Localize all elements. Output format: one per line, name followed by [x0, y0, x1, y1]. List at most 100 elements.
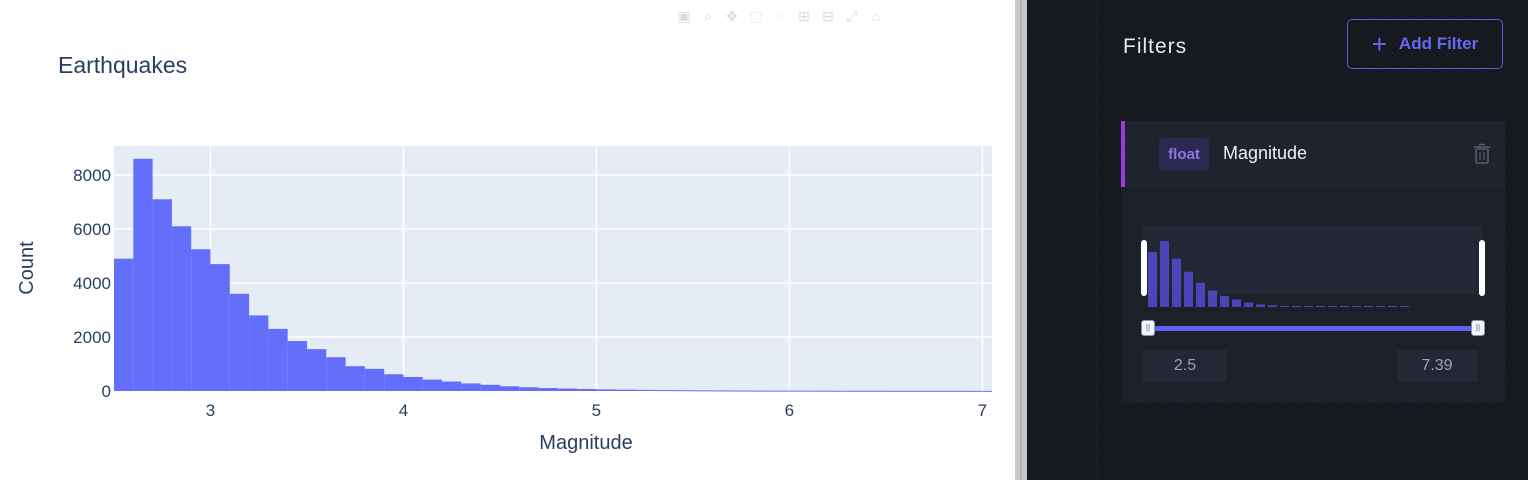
- y-axis-label: Count: [16, 241, 38, 295]
- histogram-bar[interactable]: [403, 376, 423, 391]
- reset-axes-icon[interactable]: ⌂: [871, 8, 881, 24]
- camera-icon[interactable]: ▣: [677, 8, 691, 24]
- histogram-bar[interactable]: [635, 389, 655, 391]
- histogram-bar[interactable]: [827, 390, 848, 392]
- mini-histogram-bar: [1172, 258, 1181, 307]
- zoom-in-icon[interactable]: ⊞: [798, 8, 810, 24]
- histogram-bar[interactable]: [364, 368, 385, 391]
- histogram-bar[interactable]: [982, 390, 992, 392]
- histogram-bar[interactable]: [499, 386, 520, 391]
- histogram-bar[interactable]: [461, 383, 481, 391]
- histogram-bar[interactable]: [557, 388, 578, 391]
- chart-modebar: ▣ ⌕ ✥ ⬚ ◌ ⊞ ⊟ ⤢ ⌂: [676, 8, 884, 24]
- y-tick-label: 0: [102, 382, 111, 401]
- x-tick-label: 6: [785, 401, 794, 420]
- mini-histogram: [1148, 241, 1409, 307]
- mini-histogram-bar: [1268, 305, 1277, 307]
- filter-field-name: Magnitude: [1223, 143, 1308, 163]
- histogram-bar[interactable]: [673, 390, 693, 392]
- range-handle-right[interactable]: [1479, 240, 1485, 296]
- panel-divider[interactable]: [1015, 0, 1027, 480]
- range-handle-left[interactable]: [1141, 240, 1147, 296]
- mini-histogram-bar: [1340, 306, 1349, 307]
- histogram-bar[interactable]: [287, 341, 307, 391]
- x-tick-label: 5: [592, 401, 601, 420]
- type-badge: float: [1159, 138, 1209, 171]
- histogram-bar[interactable]: [306, 349, 327, 391]
- histogram-bar[interactable]: [943, 390, 964, 392]
- lasso-icon[interactable]: ◌: [775, 8, 785, 24]
- histogram-bar[interactable]: [731, 390, 751, 392]
- histogram-bar[interactable]: [249, 315, 269, 391]
- histogram-bar[interactable]: [789, 390, 809, 392]
- mini-histogram-bar: [1148, 252, 1157, 307]
- histogram-bar[interactable]: [750, 390, 771, 392]
- zoom-icon[interactable]: ⌕: [704, 8, 712, 24]
- max-value-input[interactable]: 7.39: [1397, 350, 1477, 382]
- x-tick-label: 3: [206, 401, 215, 420]
- histogram-bar[interactable]: [905, 390, 925, 392]
- mini-histogram-bar: [1160, 241, 1169, 307]
- mini-histogram-bar: [1304, 306, 1313, 307]
- histogram-bar[interactable]: [191, 249, 211, 391]
- autoscale-icon[interactable]: ⤢: [846, 8, 858, 24]
- histogram-bar[interactable]: [808, 390, 828, 392]
- mini-histogram-bar: [1220, 296, 1229, 307]
- add-filter-button[interactable]: + Add Filter: [1347, 19, 1503, 69]
- histogram-bar[interactable]: [866, 390, 886, 392]
- histogram-bar[interactable]: [538, 388, 558, 391]
- mini-histogram-bar: [1316, 306, 1325, 307]
- y-tick-label: 4000: [73, 274, 111, 293]
- histogram-bar[interactable]: [345, 366, 365, 391]
- slider-thumb-min[interactable]: ||: [1141, 320, 1155, 336]
- mini-histogram-bar: [1256, 304, 1265, 307]
- mini-histogram-bar: [1388, 306, 1397, 307]
- mini-histogram-bar: [1232, 299, 1241, 307]
- slider-thumb-max[interactable]: ||: [1471, 320, 1485, 336]
- x-tick-label: 4: [399, 401, 408, 420]
- mini-histogram-bar: [1280, 305, 1289, 307]
- trash-icon[interactable]: [1473, 143, 1491, 165]
- range-slider-track[interactable]: [1147, 326, 1479, 331]
- y-tick-label: 6000: [73, 220, 111, 239]
- histogram-bar[interactable]: [326, 357, 346, 391]
- histogram-bar[interactable]: [422, 379, 443, 391]
- histogram-bar[interactable]: [924, 390, 944, 392]
- histogram-bar[interactable]: [654, 390, 674, 392]
- histogram-bar[interactable]: [963, 390, 983, 392]
- mini-histogram-bar: [1328, 306, 1337, 307]
- plus-icon: +: [1371, 29, 1387, 59]
- histogram-bar[interactable]: [519, 387, 539, 391]
- histogram-bar[interactable]: [596, 389, 616, 391]
- zoom-out-icon[interactable]: ⊟: [822, 8, 834, 24]
- chart-area: ▣ ⌕ ✥ ⬚ ◌ ⊞ ⊟ ⤢ ⌂ Earthquakes 3 4 5 6 7 0 200…: [16, 8, 992, 454]
- mini-histogram-bar: [1208, 290, 1217, 307]
- histogram-bar[interactable]: [171, 226, 192, 391]
- histogram-bar[interactable]: [712, 390, 732, 392]
- add-filter-label: Add Filter: [1398, 34, 1479, 53]
- min-value-input[interactable]: 2.5: [1143, 350, 1227, 382]
- histogram-bar[interactable]: [210, 264, 230, 391]
- y-tick-labels: 0 2000 4000 6000 8000: [73, 166, 111, 401]
- histogram-bar[interactable]: [268, 328, 288, 391]
- histogram-bar[interactable]: [770, 390, 790, 392]
- box-select-icon[interactable]: ⬚: [749, 8, 763, 24]
- histogram-bar[interactable]: [114, 258, 134, 391]
- histogram-bar[interactable]: [442, 381, 462, 391]
- histogram-bar[interactable]: [152, 199, 172, 391]
- histogram-bar[interactable]: [229, 293, 250, 391]
- histogram-bars: [114, 158, 992, 392]
- pan-icon[interactable]: ✥: [726, 8, 738, 24]
- histogram-chart: Earthquakes 3 4 5 6 7 0 2000 4000 6000 8000 Magn…: [16, 52, 992, 454]
- histogram-bar[interactable]: [133, 158, 153, 391]
- y-tick-label: 2000: [73, 328, 111, 347]
- histogram-bar[interactable]: [847, 390, 867, 392]
- histogram-bar[interactable]: [480, 384, 500, 391]
- mini-histogram-bar: [1400, 306, 1409, 307]
- histogram-bar[interactable]: [384, 374, 404, 391]
- histogram-bar[interactable]: [885, 390, 906, 392]
- histogram-bar[interactable]: [615, 389, 636, 391]
- histogram-bar[interactable]: [692, 390, 713, 392]
- mini-histogram-bar: [1184, 271, 1193, 307]
- histogram-bar[interactable]: [577, 388, 597, 391]
